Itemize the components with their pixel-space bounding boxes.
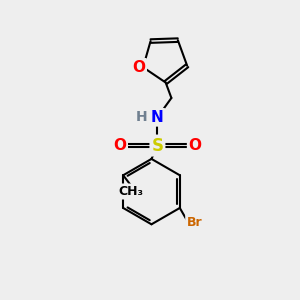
Text: CH₃: CH₃ [119,185,144,198]
Text: O: O [113,138,126,153]
Text: O: O [189,138,202,153]
Text: H: H [135,110,147,124]
Text: N: N [151,110,164,125]
Text: O: O [132,60,145,75]
Text: Br: Br [187,216,202,229]
Text: S: S [152,136,164,154]
Text: O: O [132,60,145,75]
